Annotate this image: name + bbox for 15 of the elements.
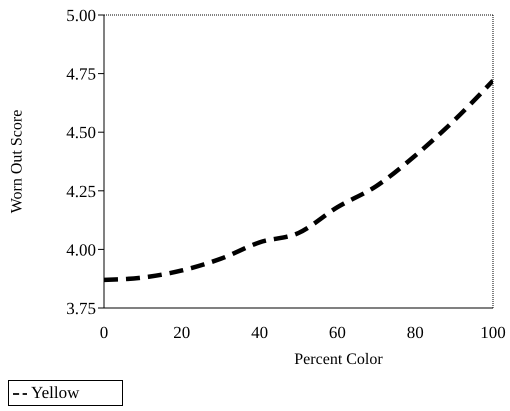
x-tick-label: 20 bbox=[173, 323, 190, 342]
y-tick-label: 4.50 bbox=[66, 123, 96, 142]
x-tick-label: 40 bbox=[251, 323, 268, 342]
x-tick-label: 0 bbox=[100, 323, 108, 342]
legend-label: Yellow bbox=[31, 383, 80, 402]
y-tick-label: 3.75 bbox=[66, 299, 96, 318]
y-tick-label: 5.00 bbox=[66, 6, 96, 26]
y-tick-label: 4.75 bbox=[66, 64, 96, 84]
y-tick-label: 4.25 bbox=[66, 182, 96, 201]
x-tick-label: 60 bbox=[328, 323, 346, 342]
x-tick-label: 100 bbox=[480, 323, 506, 342]
x-tick-label: 80 bbox=[406, 323, 424, 342]
y-axis-title: Worn Out Score bbox=[8, 110, 26, 214]
x-axis-title: Percent Color bbox=[294, 351, 384, 368]
y-tick-label: 4.00 bbox=[66, 240, 96, 260]
